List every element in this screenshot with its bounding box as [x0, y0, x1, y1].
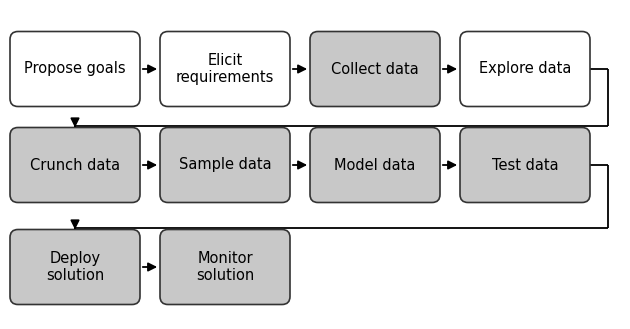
- Text: Monitor
solution: Monitor solution: [196, 251, 254, 283]
- Text: Propose goals: Propose goals: [24, 62, 126, 77]
- Text: Crunch data: Crunch data: [30, 158, 120, 172]
- Text: Model data: Model data: [335, 158, 416, 172]
- FancyBboxPatch shape: [310, 32, 440, 107]
- FancyBboxPatch shape: [10, 128, 140, 203]
- Text: Deploy
solution: Deploy solution: [46, 251, 104, 283]
- Text: Test data: Test data: [491, 158, 558, 172]
- FancyBboxPatch shape: [310, 128, 440, 203]
- Text: Sample data: Sample data: [179, 158, 272, 172]
- Text: Collect data: Collect data: [331, 62, 419, 77]
- Text: Elicit
requirements: Elicit requirements: [176, 53, 274, 85]
- FancyBboxPatch shape: [460, 128, 590, 203]
- FancyBboxPatch shape: [10, 32, 140, 107]
- FancyBboxPatch shape: [10, 230, 140, 305]
- FancyBboxPatch shape: [160, 32, 290, 107]
- Text: Explore data: Explore data: [479, 62, 571, 77]
- FancyBboxPatch shape: [160, 128, 290, 203]
- FancyBboxPatch shape: [160, 230, 290, 305]
- FancyBboxPatch shape: [460, 32, 590, 107]
